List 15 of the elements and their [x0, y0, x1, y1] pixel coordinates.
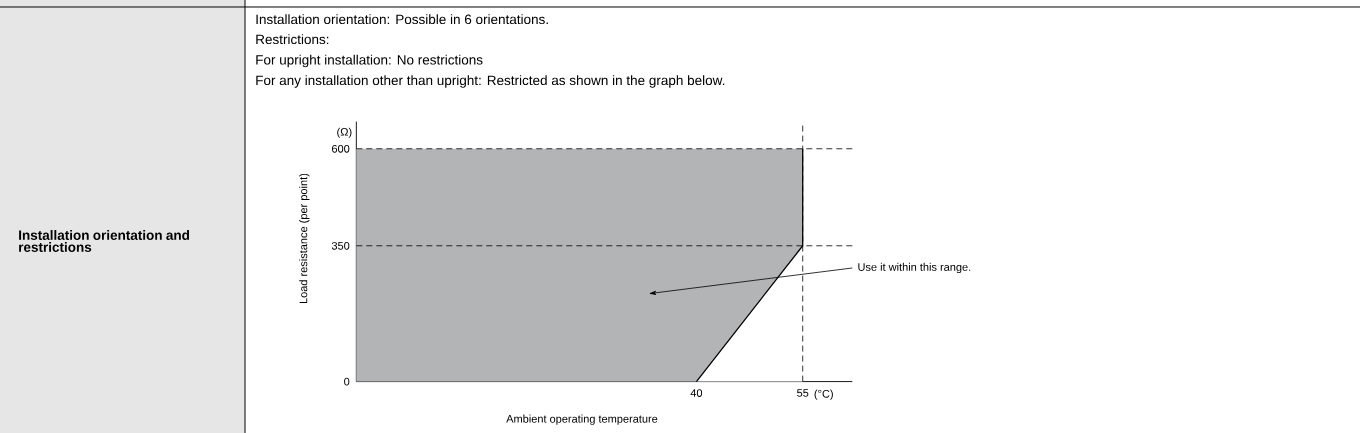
y-tick-label: 0 [344, 377, 350, 386]
x-tick-label: 55 [797, 389, 809, 397]
y-tick-label: 600 [332, 144, 350, 153]
chart-title: Installation orientation: Possible in 6 orientations. [256, 14, 548, 25]
y-tick-label: 350 [331, 241, 350, 250]
text: For upright installation: No restrictions [256, 54, 483, 68]
text: (°C) [814, 389, 833, 400]
text: For any installation other than upright: Restricted as shown in the graph below. [256, 75, 725, 88]
text: Installation orientation and restrictions [19, 230, 189, 252]
text: Restrictions: [256, 34, 329, 45]
text: (Ω) [337, 127, 352, 138]
y-axis-title: Load resistance (per point) [299, 173, 310, 304]
x-axis-title: Ambient operating temperature [506, 414, 658, 425]
x-tick-label: 40 [690, 389, 703, 397]
text: Use it within this range. [858, 262, 971, 274]
